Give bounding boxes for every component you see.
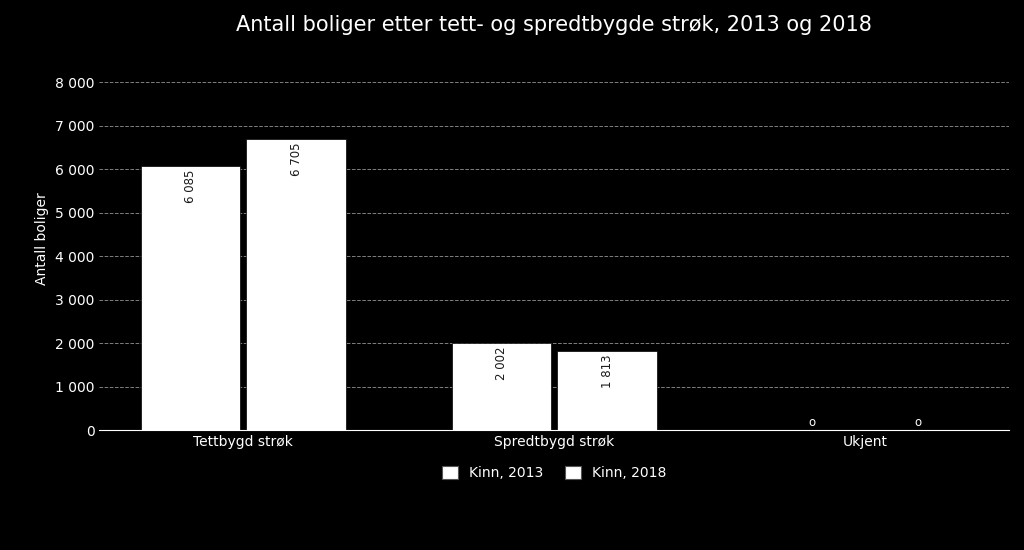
- Bar: [452, 343, 551, 430]
- Y-axis label: Antall boliger: Antall boliger: [36, 192, 49, 285]
- Title: Antall boliger etter tett- og spredtbygde strøk, 2013 og 2018: Antall boliger etter tett- og spredtbygd…: [237, 15, 872, 35]
- Text: 1 813: 1 813: [600, 355, 613, 388]
- Text: 6 705: 6 705: [290, 142, 303, 175]
- Legend: Kinn, 2013, Kinn, 2018: Kinn, 2013, Kinn, 2018: [437, 462, 671, 485]
- Text: 6 085: 6 085: [184, 169, 197, 202]
- Text: 2 002: 2 002: [495, 346, 508, 380]
- Text: o: o: [809, 416, 816, 429]
- Bar: [140, 166, 241, 430]
- Text: o: o: [914, 416, 922, 429]
- Bar: [247, 139, 346, 430]
- Bar: [557, 351, 656, 430]
